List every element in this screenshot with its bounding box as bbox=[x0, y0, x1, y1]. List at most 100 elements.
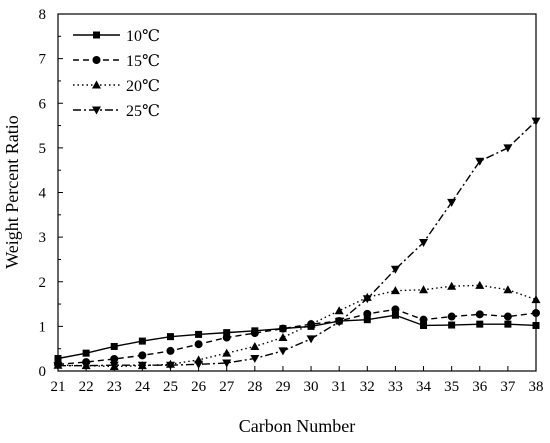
y-tick-label: 3 bbox=[39, 230, 47, 246]
data-point bbox=[362, 295, 372, 304]
series-line bbox=[57, 314, 537, 360]
legend-label: 25℃ bbox=[126, 103, 160, 120]
legend-marker bbox=[93, 31, 100, 39]
x-tick-label: 23 bbox=[107, 379, 122, 395]
series-line bbox=[57, 284, 537, 368]
y-tick-label: 5 bbox=[39, 141, 47, 157]
legend-marker bbox=[92, 56, 101, 64]
data-point bbox=[532, 308, 540, 317]
data-point bbox=[54, 355, 62, 363]
series-line bbox=[58, 120, 537, 367]
legend-label: 20℃ bbox=[126, 78, 160, 95]
data-point bbox=[250, 355, 260, 364]
y-tick-label: 4 bbox=[39, 186, 47, 202]
y-tick-label: 2 bbox=[39, 275, 47, 291]
x-tick-label: 21 bbox=[51, 379, 66, 395]
x-tick-label: 22 bbox=[79, 379, 94, 395]
data-point bbox=[278, 347, 288, 356]
data-point bbox=[447, 198, 457, 207]
legend-marker bbox=[92, 106, 101, 115]
x-tick-label: 35 bbox=[444, 379, 459, 395]
x-tick-label: 33 bbox=[388, 379, 403, 395]
data-point bbox=[531, 295, 541, 304]
series-25℃ bbox=[53, 117, 541, 371]
x-tick-label: 34 bbox=[416, 379, 432, 395]
data-point bbox=[138, 337, 146, 345]
data-point bbox=[448, 321, 456, 329]
data-point bbox=[222, 333, 231, 342]
series-layer bbox=[53, 117, 541, 371]
data-point bbox=[250, 329, 259, 338]
legend-label: 15℃ bbox=[126, 53, 160, 70]
data-point bbox=[110, 354, 119, 363]
data-point bbox=[223, 329, 231, 337]
data-point bbox=[250, 341, 260, 350]
y-tick-label: 6 bbox=[39, 96, 47, 112]
x-tick-label: 28 bbox=[247, 379, 262, 395]
data-point bbox=[109, 361, 119, 370]
x-tick-label: 31 bbox=[332, 379, 347, 395]
data-point bbox=[81, 362, 91, 371]
data-point bbox=[420, 321, 428, 329]
data-point bbox=[390, 286, 400, 295]
data-point bbox=[419, 238, 429, 247]
data-point bbox=[475, 280, 485, 289]
data-point bbox=[334, 318, 344, 327]
y-tick-label: 1 bbox=[39, 319, 47, 335]
data-point bbox=[195, 330, 203, 338]
data-point bbox=[194, 340, 203, 349]
data-point bbox=[391, 311, 399, 319]
data-point bbox=[110, 342, 118, 350]
data-point bbox=[306, 319, 316, 328]
x-tick-label: 26 bbox=[191, 379, 207, 395]
data-point bbox=[475, 310, 484, 319]
data-point bbox=[278, 333, 288, 342]
x-tick-label: 37 bbox=[500, 379, 516, 395]
x-tick-label: 30 bbox=[304, 379, 319, 395]
x-tick-label: 38 bbox=[529, 379, 544, 395]
data-point bbox=[222, 359, 232, 368]
data-point bbox=[194, 360, 204, 369]
data-point bbox=[531, 117, 541, 126]
y-axis-label: Weight Percent Ratio bbox=[2, 115, 22, 269]
data-point bbox=[504, 320, 512, 328]
data-point bbox=[419, 285, 429, 294]
x-tick-label: 29 bbox=[275, 379, 290, 395]
data-point bbox=[503, 312, 512, 321]
data-point bbox=[391, 305, 400, 314]
axes-layer: 21 22 23 24 25 26 27 28 29 30 31 32 33 34 35 36 37 380123… bbox=[39, 7, 544, 395]
data-point bbox=[165, 361, 175, 370]
data-point bbox=[166, 333, 174, 341]
x-tick-label: 25 bbox=[163, 379, 178, 395]
data-point bbox=[363, 316, 371, 324]
data-point bbox=[363, 309, 372, 318]
data-point bbox=[503, 144, 513, 153]
data-point bbox=[476, 320, 484, 328]
x-tick-label: 24 bbox=[135, 379, 151, 395]
data-point bbox=[447, 281, 457, 290]
legend-label: 10℃ bbox=[126, 28, 160, 45]
y-tick-label: 7 bbox=[39, 52, 47, 68]
data-point bbox=[82, 349, 90, 357]
data-point bbox=[503, 285, 513, 294]
data-point bbox=[278, 324, 287, 333]
data-point bbox=[306, 335, 316, 344]
x-tick-label: 36 bbox=[472, 379, 488, 395]
data-point bbox=[137, 361, 147, 370]
y-tick-label: 8 bbox=[39, 7, 47, 23]
data-point bbox=[222, 348, 232, 357]
x-tick-label: 32 bbox=[360, 379, 375, 395]
data-point bbox=[419, 315, 428, 324]
data-point bbox=[390, 265, 400, 274]
data-point bbox=[53, 362, 63, 371]
legend-marker bbox=[92, 80, 101, 89]
data-point bbox=[447, 312, 456, 321]
plot-frame bbox=[57, 13, 537, 372]
x-axis-label: Carbon Number bbox=[239, 416, 355, 436]
series-line bbox=[57, 308, 537, 366]
legend: 10℃ 15℃ 20℃ 25℃ bbox=[73, 28, 160, 120]
data-point bbox=[532, 321, 540, 329]
data-point bbox=[475, 157, 485, 166]
